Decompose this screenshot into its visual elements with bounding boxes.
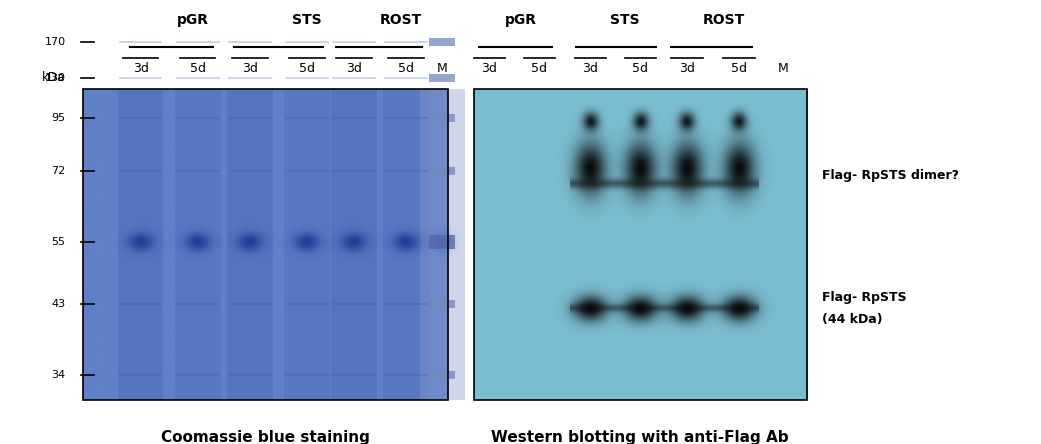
- Text: 43: 43: [51, 299, 66, 309]
- Text: Flag- RpSTS dimer?: Flag- RpSTS dimer?: [822, 169, 960, 182]
- Text: 5d: 5d: [731, 62, 747, 75]
- Text: 5d: 5d: [632, 62, 649, 75]
- Text: 5d: 5d: [189, 62, 206, 75]
- Text: ROST: ROST: [703, 13, 744, 27]
- Text: Flag- RpSTS: Flag- RpSTS: [822, 291, 907, 304]
- Text: Western blotting with anti-Flag Ab: Western blotting with anti-Flag Ab: [491, 430, 789, 444]
- Bar: [118, 89, 163, 400]
- Text: 170: 170: [45, 37, 66, 47]
- Text: 3d: 3d: [346, 62, 362, 75]
- Bar: [429, 371, 456, 379]
- Text: M: M: [437, 62, 448, 75]
- Bar: [429, 167, 456, 175]
- Bar: [420, 89, 465, 400]
- Text: 5d: 5d: [398, 62, 414, 75]
- Bar: [284, 89, 330, 400]
- Text: Coomassie blue staining: Coomassie blue staining: [161, 430, 370, 444]
- Text: 55: 55: [52, 237, 66, 247]
- Bar: [429, 74, 456, 82]
- Bar: [429, 235, 456, 249]
- Text: 5d: 5d: [531, 62, 548, 75]
- Bar: [175, 89, 221, 400]
- Bar: [429, 114, 456, 122]
- Text: 3d: 3d: [679, 62, 695, 75]
- Text: 3d: 3d: [582, 62, 599, 75]
- Text: M: M: [778, 62, 788, 75]
- Text: pGR: pGR: [177, 13, 208, 27]
- Text: kDa: kDa: [43, 71, 66, 84]
- Bar: [429, 38, 456, 46]
- Text: 34: 34: [51, 370, 66, 380]
- Text: STS: STS: [293, 13, 322, 27]
- Text: (44 kDa): (44 kDa): [822, 313, 883, 326]
- Text: 95: 95: [51, 113, 66, 123]
- Bar: [429, 300, 456, 308]
- Text: 3d: 3d: [481, 62, 498, 75]
- Bar: [331, 89, 377, 400]
- Text: 3d: 3d: [132, 62, 149, 75]
- Bar: [383, 89, 429, 400]
- Bar: [227, 89, 273, 400]
- Text: 130: 130: [45, 73, 66, 83]
- Text: ROST: ROST: [380, 13, 422, 27]
- Bar: [83, 89, 448, 400]
- Text: STS: STS: [610, 13, 639, 27]
- Text: 5d: 5d: [299, 62, 315, 75]
- Text: 3d: 3d: [242, 62, 258, 75]
- Text: 72: 72: [51, 166, 66, 176]
- Bar: [474, 89, 807, 400]
- Text: pGR: pGR: [505, 13, 536, 27]
